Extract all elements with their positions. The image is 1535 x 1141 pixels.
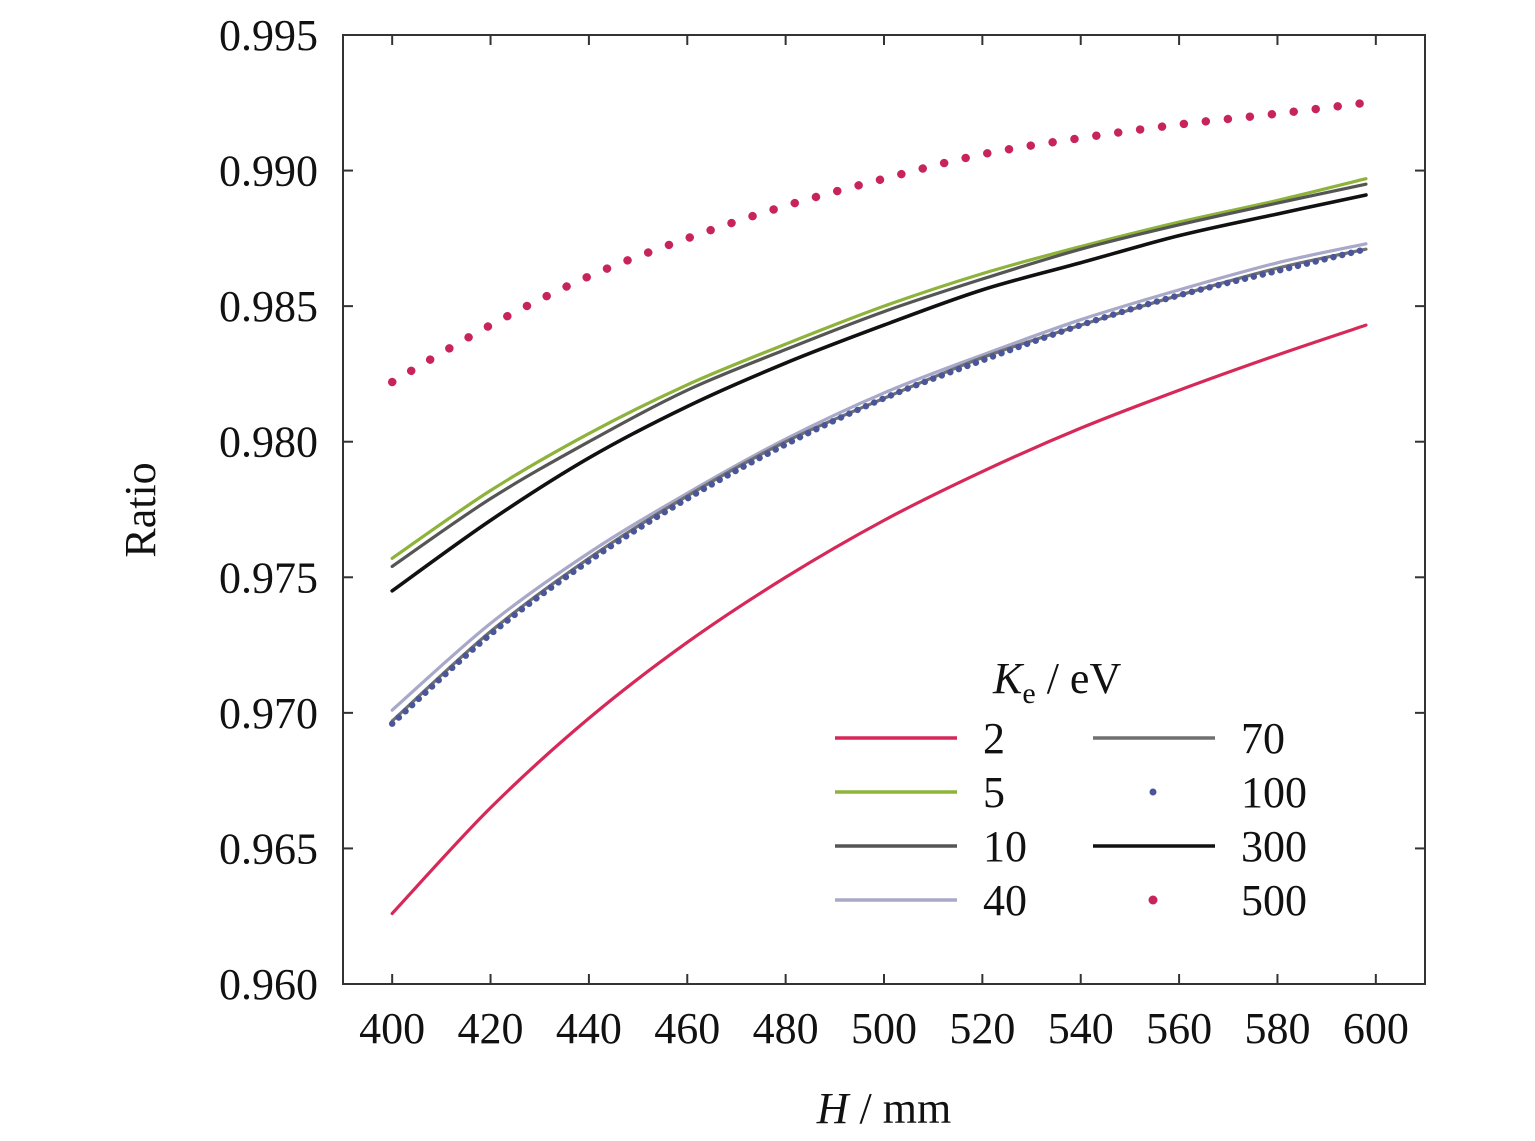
legend-entry-5: 5 [835, 768, 1005, 817]
legend-label-5: 5 [983, 768, 1005, 817]
y-tick-label: 0.970 [219, 689, 318, 738]
legend: Ke / eV 2 5 10 40 70 100 300 500 [835, 654, 1307, 925]
legend-label-500: 500 [1241, 876, 1307, 925]
legend-items: 2 5 10 40 70 100 300 500 [835, 714, 1307, 925]
x-axis-title: H / mm [816, 1084, 951, 1133]
legend-entry-2: 2 [835, 714, 1005, 763]
y-tick-label: 0.980 [219, 418, 318, 467]
y-tick-label: 0.965 [219, 824, 318, 873]
series-100-dotted-line [388, 246, 1370, 727]
legend-swatch-100 [1149, 788, 1157, 796]
legend-entry-70: 70 [1093, 714, 1285, 763]
axis-ticks [343, 34, 1425, 985]
legend-entry-500: 500 [1148, 876, 1307, 925]
legend-swatch-500 [1148, 895, 1158, 905]
y-axis-title: Ratio [116, 462, 165, 557]
x-tick-label: 560 [1146, 1004, 1212, 1053]
series-layer [387, 98, 1371, 916]
x-tick-label: 580 [1244, 1004, 1310, 1053]
x-tick-label: 460 [654, 1004, 720, 1053]
series-5-line [390, 177, 1368, 560]
y-tick-label: 0.990 [219, 147, 318, 196]
series-70-line [390, 247, 1368, 723]
legend-label-300: 300 [1241, 822, 1307, 871]
series-2-line [390, 323, 1368, 916]
legend-label-40: 40 [983, 876, 1027, 925]
legend-entry-40: 40 [835, 876, 1027, 925]
legend-title-subscript: e [1022, 677, 1035, 710]
legend-label-2: 2 [983, 714, 1005, 763]
legend-title-unit: / eV [1036, 654, 1122, 703]
y-tick-labels: 0.960 0.965 0.970 0.975 0.980 0.985 0.990 0.995 [219, 11, 318, 1009]
legend-entry-300: 300 [1093, 822, 1307, 871]
x-tick-label: 420 [458, 1004, 524, 1053]
legend-entry-10: 10 [835, 822, 1027, 871]
legend-label-100: 100 [1241, 768, 1307, 817]
x-axis-variable: H [816, 1084, 851, 1133]
y-tick-label: 0.960 [219, 960, 318, 1009]
y-tick-label: 0.985 [219, 282, 318, 331]
series-500-dotted-line [387, 98, 1371, 387]
x-tick-label: 500 [851, 1004, 917, 1053]
x-tick-label: 480 [753, 1004, 819, 1053]
y-tick-label: 0.995 [219, 11, 318, 60]
x-tick-label: 400 [359, 1004, 425, 1053]
series-10-line [390, 182, 1368, 569]
legend-entry-100: 100 [1149, 768, 1307, 817]
x-tick-label: 440 [556, 1004, 622, 1053]
series-300-line [390, 193, 1368, 593]
legend-title-variable: K [992, 654, 1025, 703]
x-tick-label: 520 [949, 1004, 1015, 1053]
legend-label-10: 10 [983, 822, 1027, 871]
legend-label-70: 70 [1241, 714, 1285, 763]
legend-title: Ke / eV [992, 654, 1121, 710]
y-tick-label: 0.975 [219, 553, 318, 602]
x-axis-unit: / mm [849, 1084, 952, 1133]
series-40-line [390, 242, 1368, 712]
x-tick-label: 540 [1048, 1004, 1114, 1053]
x-tick-label: 600 [1343, 1004, 1409, 1053]
x-tick-labels: 400 420 440 460 480 500 520 540 560 580 600 [359, 1004, 1409, 1053]
